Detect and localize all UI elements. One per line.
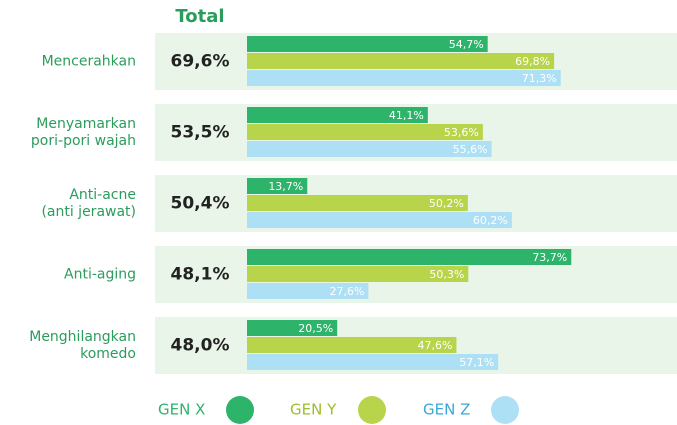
bar bbox=[247, 141, 492, 157]
category-label: Mencerahkan bbox=[42, 54, 136, 70]
value-label: 71,3% bbox=[522, 72, 557, 85]
legend-label: GEN Y bbox=[290, 401, 337, 419]
value-label: 50,2% bbox=[429, 197, 464, 210]
category-label: Anti-aging bbox=[64, 267, 136, 283]
legend-label: GEN X bbox=[158, 401, 205, 419]
bar bbox=[247, 249, 572, 265]
legend-swatch bbox=[226, 396, 254, 424]
value-label: 54,7% bbox=[449, 38, 484, 51]
category-label: Menghilangkan komedo bbox=[29, 329, 136, 362]
bar bbox=[247, 337, 457, 353]
bar bbox=[247, 354, 499, 370]
value-label: 47,6% bbox=[417, 339, 452, 352]
bar bbox=[247, 212, 512, 228]
total-label: 48,0% bbox=[171, 336, 230, 356]
value-label: 69,8% bbox=[515, 55, 550, 68]
value-label: 20,5% bbox=[298, 322, 333, 335]
category-label: Anti-acne (anti jerawat) bbox=[41, 187, 136, 220]
total-label: 69,6% bbox=[171, 52, 230, 72]
bar bbox=[247, 70, 561, 86]
legend-swatch bbox=[491, 396, 519, 424]
category-label: Menyamarkan pori-pori wajah bbox=[31, 116, 136, 149]
value-label: 73,7% bbox=[532, 251, 567, 264]
legend-label: GEN Z bbox=[423, 401, 470, 419]
value-label: 41,1% bbox=[389, 109, 424, 122]
total-label: 48,1% bbox=[171, 265, 230, 285]
value-label: 27,6% bbox=[329, 285, 364, 298]
bar bbox=[247, 266, 469, 282]
value-label: 50,3% bbox=[429, 268, 464, 281]
bar bbox=[247, 283, 369, 299]
total-label: 50,4% bbox=[171, 194, 230, 214]
value-label: 53,6% bbox=[444, 126, 479, 139]
value-label: 60,2% bbox=[473, 214, 508, 227]
bar bbox=[247, 195, 468, 211]
value-label: 55,6% bbox=[453, 143, 488, 156]
bar bbox=[247, 124, 483, 140]
total-title: Total bbox=[175, 6, 224, 27]
bar bbox=[247, 320, 338, 336]
legend-swatch bbox=[358, 396, 386, 424]
bar bbox=[247, 178, 308, 194]
value-label: 57,1% bbox=[459, 356, 494, 369]
bar bbox=[247, 36, 488, 52]
total-label: 53,5% bbox=[171, 123, 230, 143]
bar bbox=[247, 107, 428, 123]
value-label: 13,7% bbox=[268, 180, 303, 193]
bar bbox=[247, 53, 555, 69]
